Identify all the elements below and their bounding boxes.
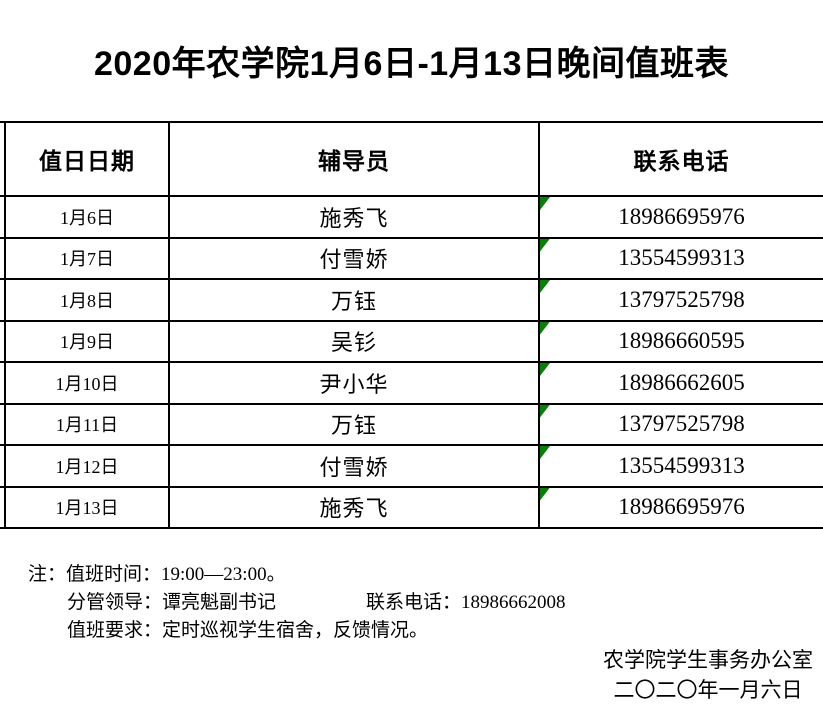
filler-cell <box>0 319 6 363</box>
table-row: 1月12日 付雪娇 13554599313 <box>0 444 823 488</box>
note-requirement: 值班要求：定时巡视学生宿舍，反馈情况。 <box>28 617 566 645</box>
duty-date-cell: 1月6日 <box>4 195 170 239</box>
phone-cell: 18986662605 <box>538 361 823 405</box>
counselor-cell: 施秀飞 <box>168 485 540 529</box>
signature-date: 二〇二〇年一月六日 <box>613 678 803 702</box>
header-counselor: 辅导员 <box>168 121 540 197</box>
filler-cell <box>0 278 6 322</box>
counselor-cell: 付雪娇 <box>168 236 540 280</box>
counselor-cell: 施秀飞 <box>168 195 540 239</box>
table-row: 1月6日 施秀飞 18986695976 <box>0 195 823 239</box>
table-row: 1月11日 万钰 13797525798 <box>0 402 823 446</box>
note-duty-time: 注：值班时间：19:00—23:00。 <box>28 561 566 589</box>
header-duty-date: 值日日期 <box>4 121 170 197</box>
filler-cell <box>0 402 6 446</box>
phone-number: 13797525798 <box>618 286 745 312</box>
duty-date-cell: 1月12日 <box>4 444 170 488</box>
phone-number: 18986660595 <box>618 328 745 354</box>
table-header: 值日日期 辅导员 联系电话 <box>0 121 823 197</box>
cell-flag-triangle-icon <box>541 280 550 293</box>
counselor-cell: 万钰 <box>168 278 540 322</box>
note-label: 注： <box>28 564 67 585</box>
duty-date-cell: 1月7日 <box>4 236 170 280</box>
phone-number: 13797525798 <box>618 411 745 437</box>
page-title: 2020年农学院1月6日-1月13日晚间值班表 <box>93 45 729 83</box>
duty-roster-table: 值日日期 辅导员 联系电话 1月6日 施秀飞 18986695976 1月7日 付雪娇 1… <box>0 121 823 529</box>
counselor-cell: 尹小华 <box>168 361 540 405</box>
counselor-cell: 万钰 <box>168 402 540 446</box>
phone-number: 13554599313 <box>618 452 745 478</box>
cell-flag-triangle-icon <box>541 446 550 459</box>
note-leader: 分管领导：谭亮魁副书记 联系电话：18986662008 <box>28 589 566 617</box>
duty-date-cell: 1月11日 <box>4 402 170 446</box>
cell-flag-triangle-icon <box>541 363 550 376</box>
phone-cell: 13554599313 <box>538 444 823 488</box>
header-filler-cell <box>0 121 6 197</box>
duty-date-cell: 1月10日 <box>4 361 170 405</box>
signature-block: 农学院学生事务办公室 二〇二〇年一月六日 <box>603 645 813 705</box>
duty-date-cell: 1月9日 <box>4 319 170 363</box>
header-contact-phone: 联系电话 <box>538 121 823 197</box>
cell-flag-triangle-icon <box>541 405 550 418</box>
note-leader-text: 分管领导：谭亮魁副书记 <box>67 592 277 613</box>
phone-cell: 18986695976 <box>538 195 823 239</box>
counselor-cell: 吴钐 <box>168 319 540 363</box>
phone-number: 13554599313 <box>618 245 745 271</box>
phone-number: 18986695976 <box>618 203 745 229</box>
phone-cell: 13797525798 <box>538 278 823 322</box>
duty-table-body: 1月6日 施秀飞 18986695976 1月7日 付雪娇 13554599313 1月8日… <box>0 195 823 529</box>
signature-org: 农学院学生事务办公室 <box>603 648 813 672</box>
filler-cell <box>0 485 6 529</box>
phone-cell: 18986695976 <box>538 485 823 529</box>
filler-cell <box>0 195 6 239</box>
duty-date-cell: 1月8日 <box>4 278 170 322</box>
filler-cell <box>0 361 6 405</box>
cell-flag-triangle-icon <box>541 197 550 210</box>
cell-flag-triangle-icon <box>541 488 550 501</box>
filler-cell <box>0 444 6 488</box>
notes-block: 注：值班时间：19:00—23:00。 分管领导：谭亮魁副书记 联系电话：1898… <box>28 561 566 645</box>
phone-cell: 13797525798 <box>538 402 823 446</box>
phone-number: 18986662605 <box>618 369 745 395</box>
table-row: 1月8日 万钰 13797525798 <box>0 278 823 322</box>
phone-number: 18986695976 <box>618 494 745 520</box>
filler-cell <box>0 236 6 280</box>
table-row: 1月13日 施秀飞 18986695976 <box>0 485 823 529</box>
phone-cell: 13554599313 <box>538 236 823 280</box>
table-row: 1月7日 付雪娇 13554599313 <box>0 236 823 280</box>
table-row: 1月9日 吴钐 18986660595 <box>0 319 823 363</box>
cell-flag-triangle-icon <box>541 239 550 252</box>
note-requirement-text: 值班要求：定时巡视学生宿舍，反馈情况。 <box>67 620 429 641</box>
note-leader-phone: 联系电话：18986662008 <box>366 592 566 613</box>
cell-flag-triangle-icon <box>541 322 550 335</box>
note-duty-time-text: 值班时间：19:00—23:00。 <box>66 564 286 585</box>
phone-cell: 18986660595 <box>538 319 823 363</box>
header-row: 值日日期 辅导员 联系电话 <box>0 121 823 197</box>
table-row: 1月10日 尹小华 18986662605 <box>0 361 823 405</box>
counselor-cell: 付雪娇 <box>168 444 540 488</box>
duty-date-cell: 1月13日 <box>4 485 170 529</box>
